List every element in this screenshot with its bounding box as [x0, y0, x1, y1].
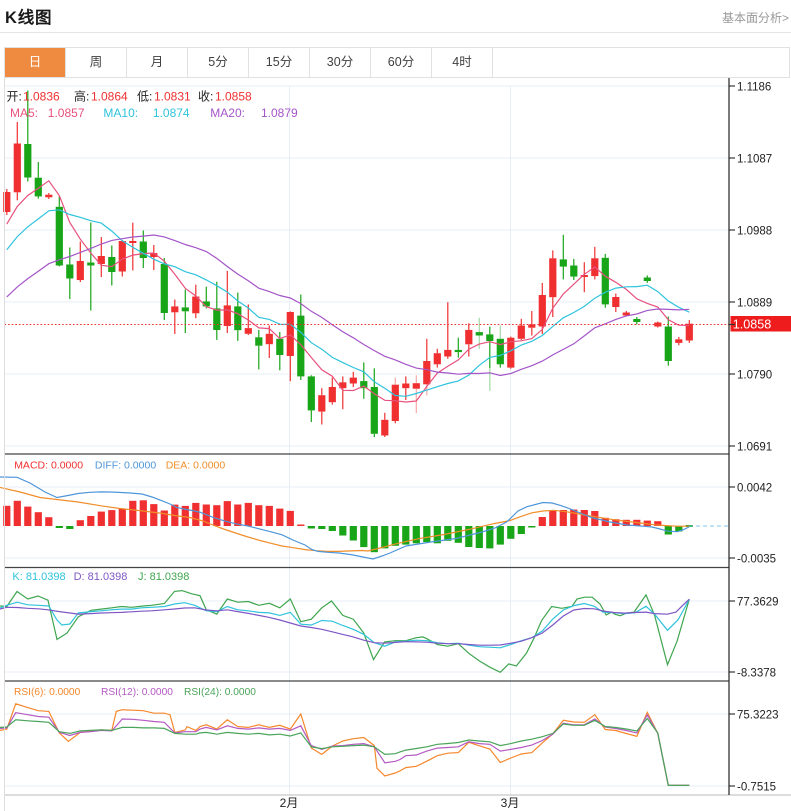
svg-text:MA20:: MA20:: [210, 106, 245, 120]
svg-text:1.0864: 1.0864: [91, 90, 128, 104]
svg-text:MACD: 0.0000: MACD: 0.0000: [14, 459, 83, 471]
svg-text:RSI(12): 0.0000: RSI(12): 0.0000: [101, 687, 173, 698]
svg-text:-0.0035: -0.0035: [737, 553, 776, 565]
svg-text:RSI(6): 0.0000: RSI(6): 0.0000: [14, 687, 81, 698]
svg-text:0.0042: 0.0042: [737, 482, 772, 494]
svg-text:RSI(24): 0.0000: RSI(24): 0.0000: [184, 687, 256, 698]
svg-text:低:: 低:: [137, 90, 152, 104]
svg-text:1.1186: 1.1186: [737, 81, 771, 93]
svg-text:J: 81.0398: J: 81.0398: [138, 571, 189, 583]
svg-text:MA10:: MA10:: [103, 106, 138, 120]
svg-text:开:: 开:: [7, 90, 22, 104]
svg-text:1.0858: 1.0858: [215, 90, 252, 104]
svg-text:DIFF: 0.0000: DIFF: 0.0000: [95, 459, 156, 471]
svg-text:75.3223: 75.3223: [737, 709, 779, 721]
svg-text:D: 81.0398: D: 81.0398: [74, 571, 128, 583]
svg-text:1.0879: 1.0879: [261, 106, 298, 120]
svg-text:1.0889: 1.0889: [737, 297, 772, 309]
svg-text:1.0874: 1.0874: [153, 106, 190, 120]
svg-text:1.0836: 1.0836: [23, 90, 60, 104]
svg-text:收:: 收:: [198, 90, 213, 104]
svg-text:1.1087: 1.1087: [737, 153, 772, 165]
svg-text:1.0790: 1.0790: [737, 369, 772, 381]
svg-text:1.0831: 1.0831: [154, 90, 191, 104]
svg-text:K: 81.0398: K: 81.0398: [12, 571, 65, 583]
svg-text:DEA: 0.0000: DEA: 0.0000: [166, 459, 226, 471]
svg-text:2月: 2月: [280, 796, 299, 810]
svg-text:1.0857: 1.0857: [48, 106, 85, 120]
svg-text:高:: 高:: [74, 89, 89, 104]
svg-text:1.0691: 1.0691: [737, 441, 772, 453]
svg-text:-8.3378: -8.3378: [737, 667, 776, 679]
svg-text:1.0988: 1.0988: [737, 225, 772, 237]
svg-text:77.3629: 77.3629: [737, 596, 779, 608]
svg-text:-0.7515: -0.7515: [737, 781, 776, 793]
svg-text:3月: 3月: [501, 796, 520, 810]
svg-text:1.0858: 1.0858: [733, 318, 772, 332]
svg-text:MA5:: MA5:: [10, 106, 38, 120]
